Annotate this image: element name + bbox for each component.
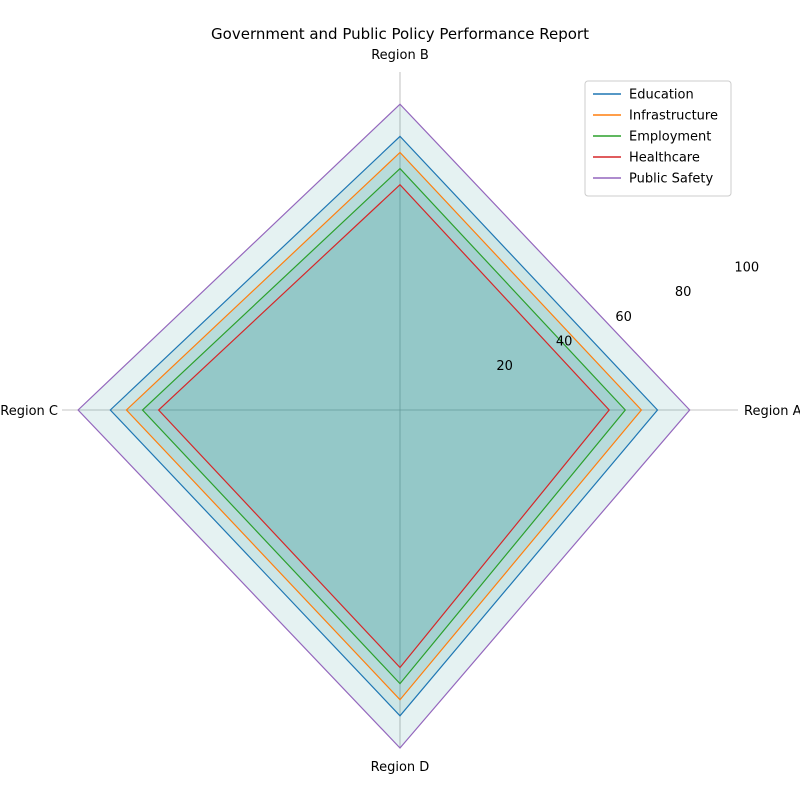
series-line-healthcare (157, 183, 610, 669)
axis-labels: Region A Region B Region C Region D (0, 48, 800, 775)
fill-layer (78, 104, 690, 748)
legend-box (584, 80, 732, 197)
series-line-public-safety (77, 103, 691, 749)
area-public-safety (78, 104, 690, 748)
axis-label-region-c: Region C (0, 404, 58, 419)
legend: Education Infrastructure Employment Healthc… (584, 80, 732, 197)
r-tick-60: 60 (615, 310, 632, 325)
chart-title: Government and Public Policy Performance… (211, 25, 589, 43)
series-line-employment (141, 167, 627, 685)
grid-layer (62, 72, 738, 748)
legend-label-infrastructure: Infrastructure (629, 109, 718, 124)
legend-label-public-safety: Public Safety (629, 172, 713, 187)
axis-label-region-d: Region D (371, 760, 430, 775)
axis-label-region-a: Region A (744, 404, 800, 419)
r-tick-100: 100 (734, 261, 759, 276)
r-tick-80: 80 (675, 285, 692, 300)
legend-label-healthcare: Healthcare (629, 151, 700, 166)
legend-label-education: Education (629, 88, 694, 103)
r-tick-20: 20 (496, 359, 513, 374)
legend-label-employment: Employment (629, 130, 711, 145)
series-lines (77, 103, 691, 749)
axis-label-region-b: Region B (371, 48, 429, 63)
series-line-infrastructure (125, 151, 643, 701)
radial-tick-labels: 20 40 60 80 100 (496, 261, 759, 375)
series-line-education (109, 135, 659, 717)
r-tick-40: 40 (556, 334, 573, 349)
